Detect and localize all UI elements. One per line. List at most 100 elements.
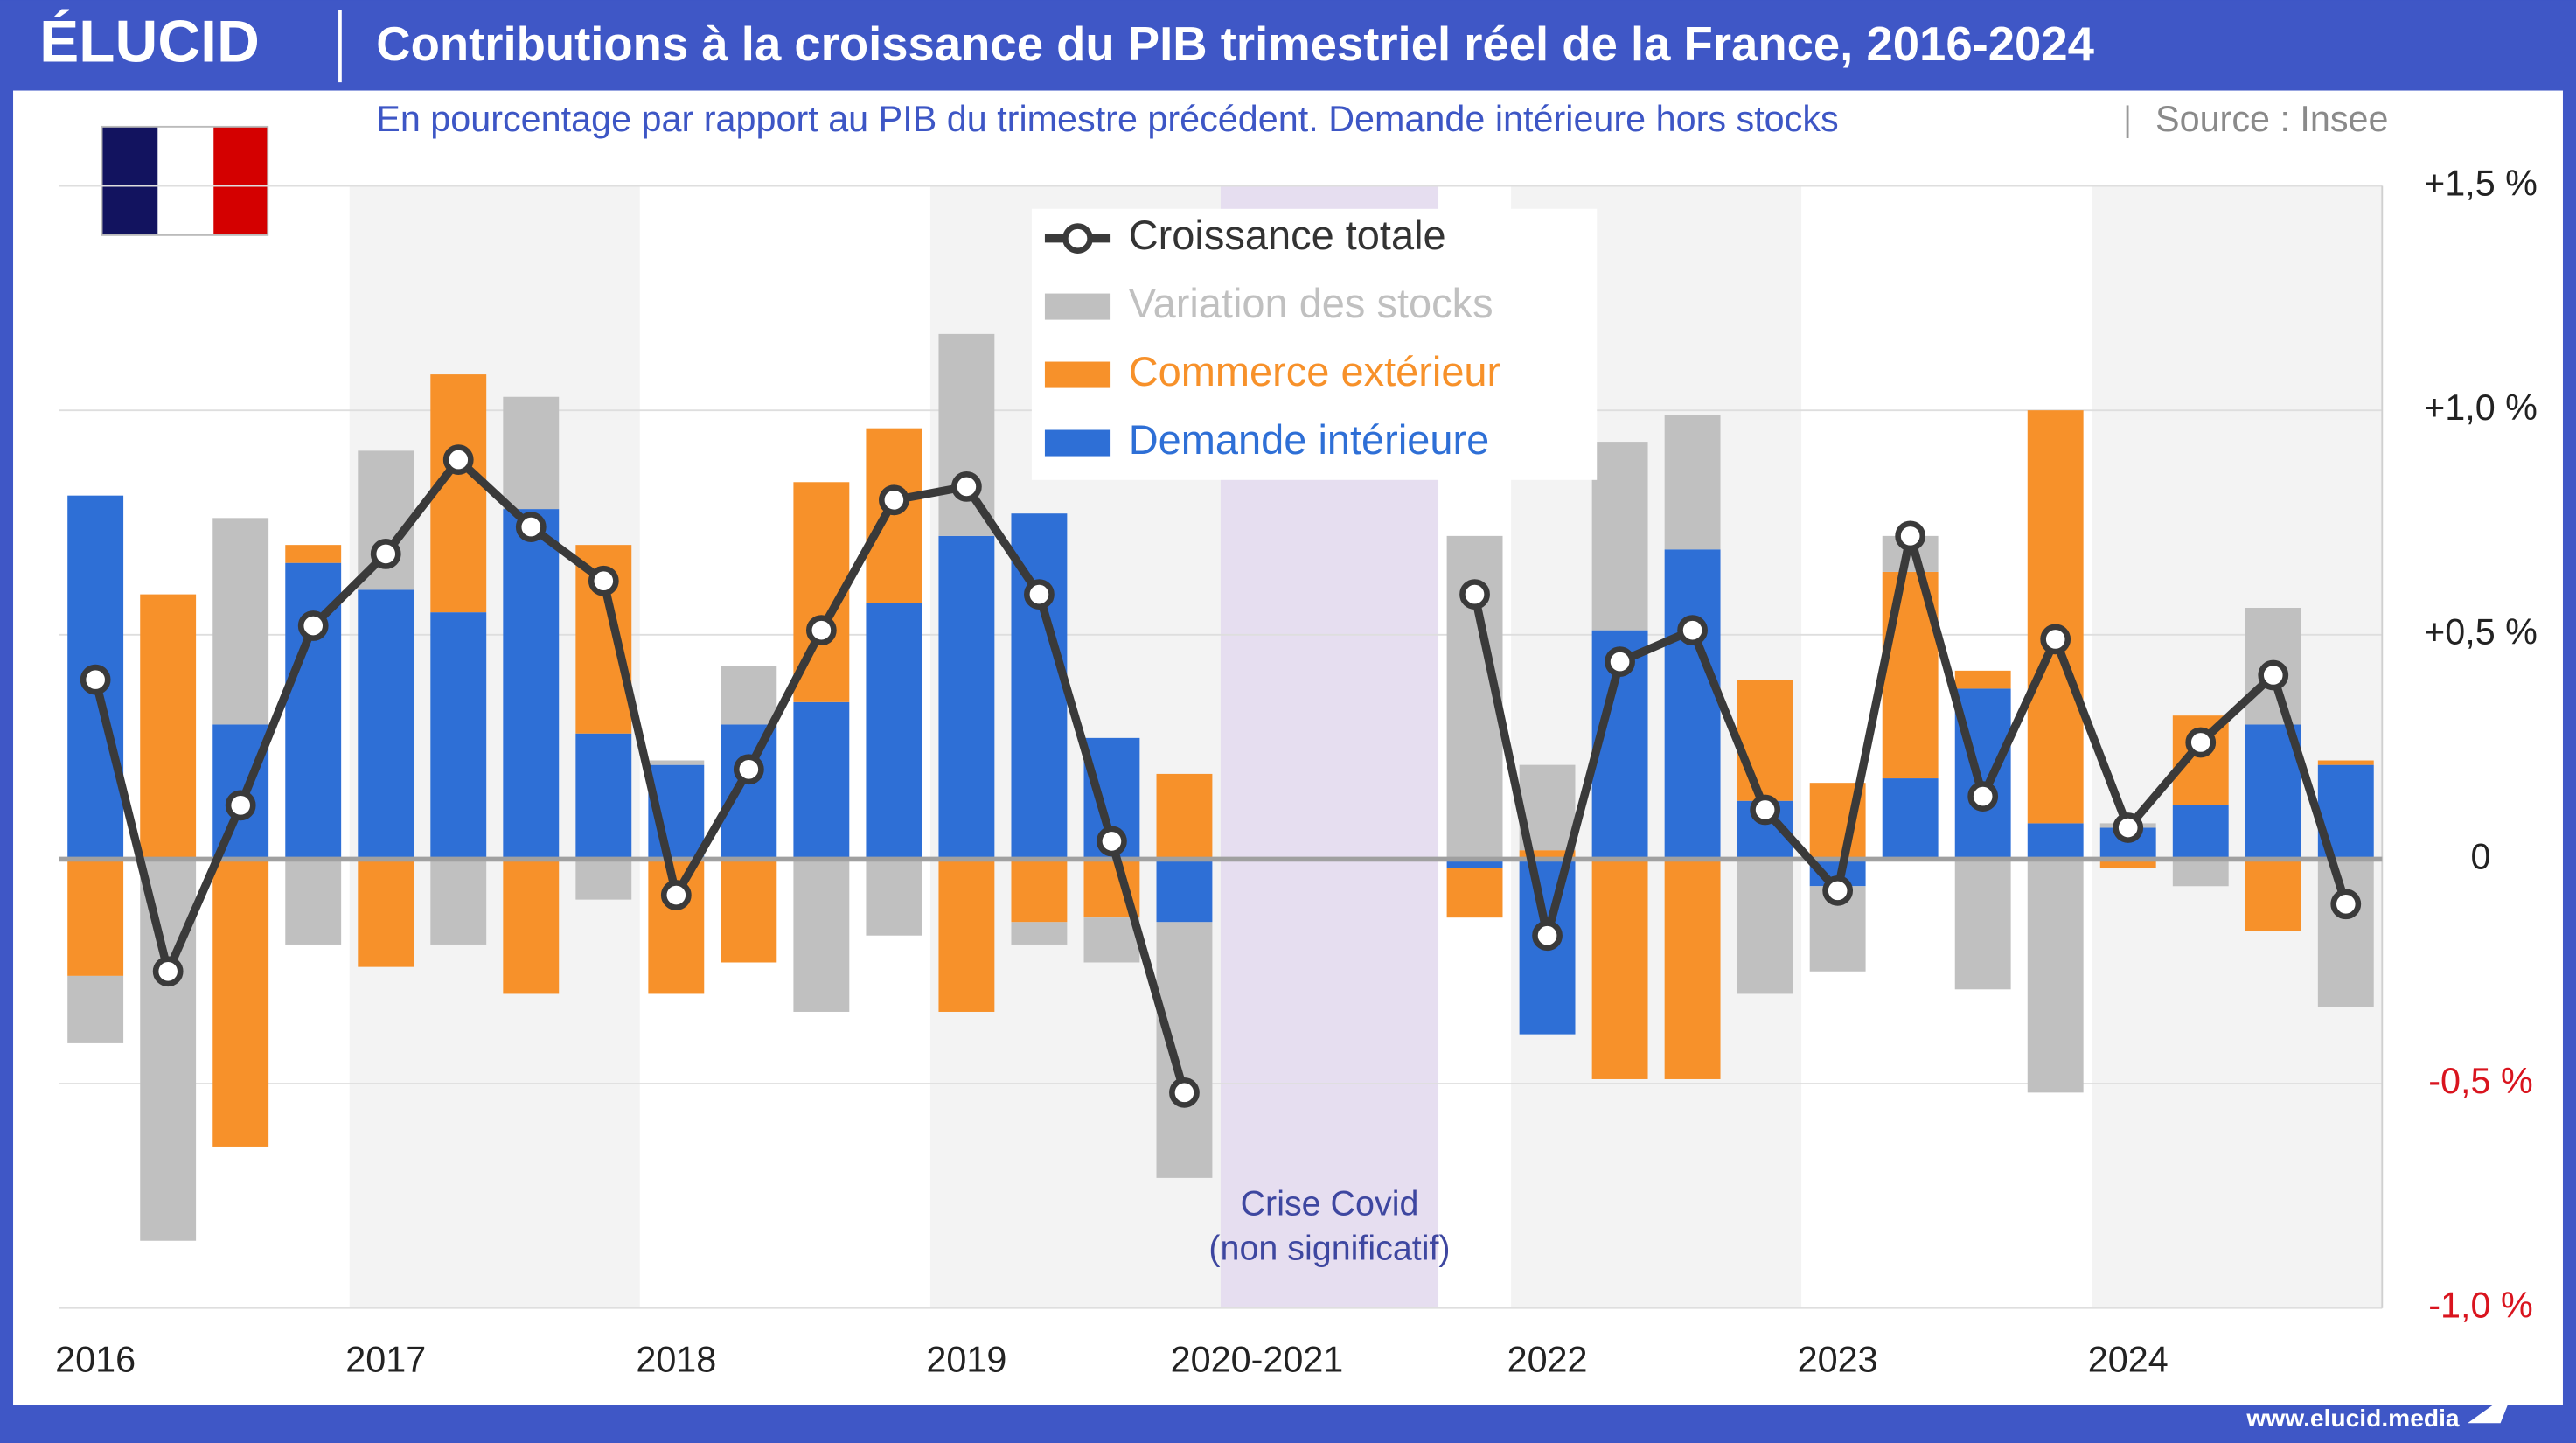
x-tick-label: 2024 [2088, 1340, 2169, 1380]
line-point [1169, 1077, 1200, 1108]
y-tick-label: +0,5 % [2424, 612, 2538, 652]
bar [1591, 442, 1648, 631]
flag-red [213, 126, 268, 235]
logo: ÉLUCID [39, 9, 260, 75]
source: Source : Insee [2155, 99, 2389, 139]
bar [721, 859, 777, 963]
bar [938, 333, 995, 536]
bar [1737, 859, 1793, 994]
bar [1446, 868, 1503, 918]
line-point [225, 790, 256, 821]
legend-label: Croissance totale [1129, 212, 1446, 258]
y-tick-label: -1,0 % [2428, 1286, 2532, 1326]
line-point [1532, 920, 1563, 952]
legend-box [1031, 208, 1598, 480]
bar [1156, 922, 1213, 1178]
bar [648, 760, 705, 765]
bar [1156, 859, 1213, 923]
bar [503, 396, 560, 510]
line-point [1024, 579, 1055, 610]
line-point [1097, 826, 1127, 857]
bar [503, 859, 560, 994]
bar [1156, 773, 1213, 860]
bar [1882, 778, 1939, 860]
bar [67, 859, 124, 976]
bar [2027, 410, 2084, 824]
bar [67, 975, 124, 1043]
bar [2027, 823, 2084, 860]
x-tick-label: 2022 [1507, 1340, 1588, 1380]
bar [2099, 859, 2156, 868]
bar [793, 701, 850, 860]
plot: Crise Covid (non significatif) -1,0 % -0,5 … [55, 163, 2538, 1379]
line-point [951, 471, 982, 502]
bar [358, 589, 414, 860]
bar [285, 859, 342, 945]
annotation: (non significatif) [1208, 1229, 1450, 1267]
bar [1954, 670, 2011, 689]
line-point [2330, 889, 2362, 920]
legend-label: Variation des stocks [1129, 280, 1493, 326]
bar [866, 603, 922, 860]
bar [285, 545, 342, 563]
bar [430, 859, 487, 945]
bar [1737, 680, 1793, 801]
legend-swatch [1044, 429, 1111, 457]
bar [721, 666, 777, 725]
line-point [805, 615, 837, 646]
line-point [660, 880, 692, 910]
line-point [80, 664, 111, 695]
bar [721, 724, 777, 860]
legend-swatch [1044, 361, 1111, 388]
y-tick-label: +1,0 % [2424, 387, 2538, 428]
bar [938, 859, 995, 1012]
line-point [515, 512, 547, 542]
line-point [1605, 646, 1635, 677]
bar [2172, 805, 2229, 860]
bar [866, 428, 922, 603]
bar [1519, 850, 1576, 860]
bar [1083, 917, 1140, 963]
bar [1011, 859, 1068, 923]
line-point [2185, 727, 2217, 758]
bar [1591, 859, 1648, 1079]
line-point [442, 444, 474, 475]
x-tick-label: 2020-2021 [1171, 1340, 1344, 1380]
line-point [370, 539, 401, 569]
bar [140, 859, 197, 1241]
y-tick-label: 0 [2471, 836, 2491, 876]
bar [430, 612, 487, 860]
x-tick-label: 2019 [926, 1340, 1006, 1380]
bar [1664, 549, 1721, 860]
line-point [1750, 794, 1781, 826]
bar [2172, 859, 2229, 887]
bar [212, 859, 269, 1147]
line-point [588, 565, 619, 596]
line-point [878, 484, 909, 516]
x-tick-label: 2018 [636, 1340, 716, 1380]
line-point [297, 610, 329, 641]
flag-white [157, 126, 214, 235]
bar [212, 518, 269, 725]
line-point [2040, 624, 2071, 655]
bar [2245, 859, 2301, 931]
line-point [2258, 659, 2289, 691]
flag-border [101, 125, 269, 236]
line-point [733, 754, 764, 785]
x-tick-label: 2023 [1798, 1340, 1878, 1380]
line-point [1677, 615, 1708, 646]
flag-blue [101, 126, 158, 235]
line-point [1895, 520, 1926, 552]
y-tick-label: -0,5 % [2428, 1061, 2532, 1101]
x-tick-label: 2016 [55, 1340, 136, 1380]
bar [1664, 415, 1721, 550]
bar [866, 859, 922, 936]
bar [1011, 922, 1068, 945]
bar [503, 509, 560, 860]
bar [2317, 859, 2374, 1007]
footer: www.elucid.media [2245, 1404, 2460, 1432]
bar [2317, 760, 2374, 765]
bar [1446, 859, 1503, 868]
year-band [2092, 185, 2383, 1308]
